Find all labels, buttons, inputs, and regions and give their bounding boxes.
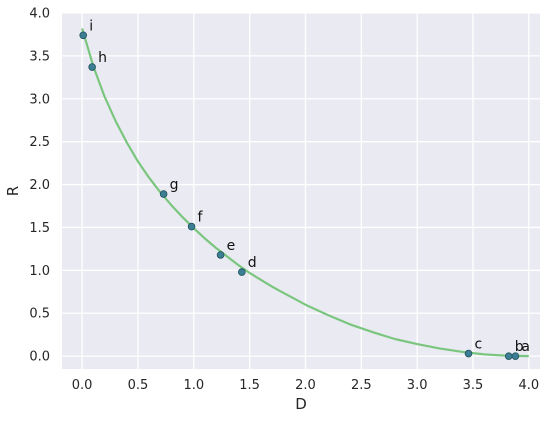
x-tick-label: 2.5 (351, 378, 372, 393)
y-tick-label: 3.5 (29, 49, 50, 64)
y-tick-label: 0.0 (29, 350, 50, 365)
x-axis-label: D (295, 395, 307, 413)
x-tick-label: 3.0 (407, 378, 428, 393)
data-point-c (464, 349, 473, 358)
grid (62, 12, 540, 369)
y-tick-label: 1.0 (29, 264, 50, 279)
y-ticks: 0.0 0.5 1.0 1.5 2.0 2.5 3.0 3.5 4.0 (29, 7, 50, 365)
y-axis-label: R (4, 186, 22, 196)
y-tick-label: 0.5 (29, 307, 50, 322)
x-tick-label: 1.5 (239, 378, 260, 393)
point-label-a: a (521, 339, 530, 355)
point-label-c: c (475, 337, 483, 353)
y-tick-label: 2.0 (29, 178, 50, 193)
data-point-g (159, 190, 168, 198)
point-label-b: b (515, 339, 524, 355)
data-point-e (216, 251, 225, 259)
point-label-i: i (89, 18, 93, 34)
curve-layer (81, 28, 529, 358)
data-point-d (238, 268, 246, 276)
x-ticks: 0.0 0.5 1.0 1.5 2.0 2.5 3.0 3.5 4.0 (72, 378, 539, 393)
data-point-h (88, 63, 96, 71)
fit-curve (81, 28, 529, 358)
point-label-h: h (98, 50, 107, 66)
x-tick-label: 1.0 (183, 378, 204, 393)
data-point-f (187, 222, 196, 231)
x-tick-label: 2.0 (295, 378, 316, 393)
data-point-b (504, 352, 513, 360)
points-layer: ab c de f g hi (79, 18, 530, 360)
y-tick-label: 3.0 (29, 92, 50, 107)
x-tick-label: 0.0 (72, 378, 93, 393)
x-tick-label: 0.5 (128, 378, 149, 393)
plot-background (62, 13, 540, 369)
x-tick-label: 4.0 (518, 378, 539, 393)
data-point-i (79, 31, 88, 40)
x-tick-label: 3.5 (463, 378, 484, 393)
point-label-d: d (248, 255, 257, 271)
y-tick-label: 1.5 (29, 221, 50, 236)
point-label-e: e (227, 238, 236, 254)
y-tick-label: 4.0 (29, 7, 50, 22)
y-tick-label: 2.5 (29, 135, 50, 150)
point-label-g: g (170, 177, 179, 193)
point-label-f: f (198, 210, 204, 226)
